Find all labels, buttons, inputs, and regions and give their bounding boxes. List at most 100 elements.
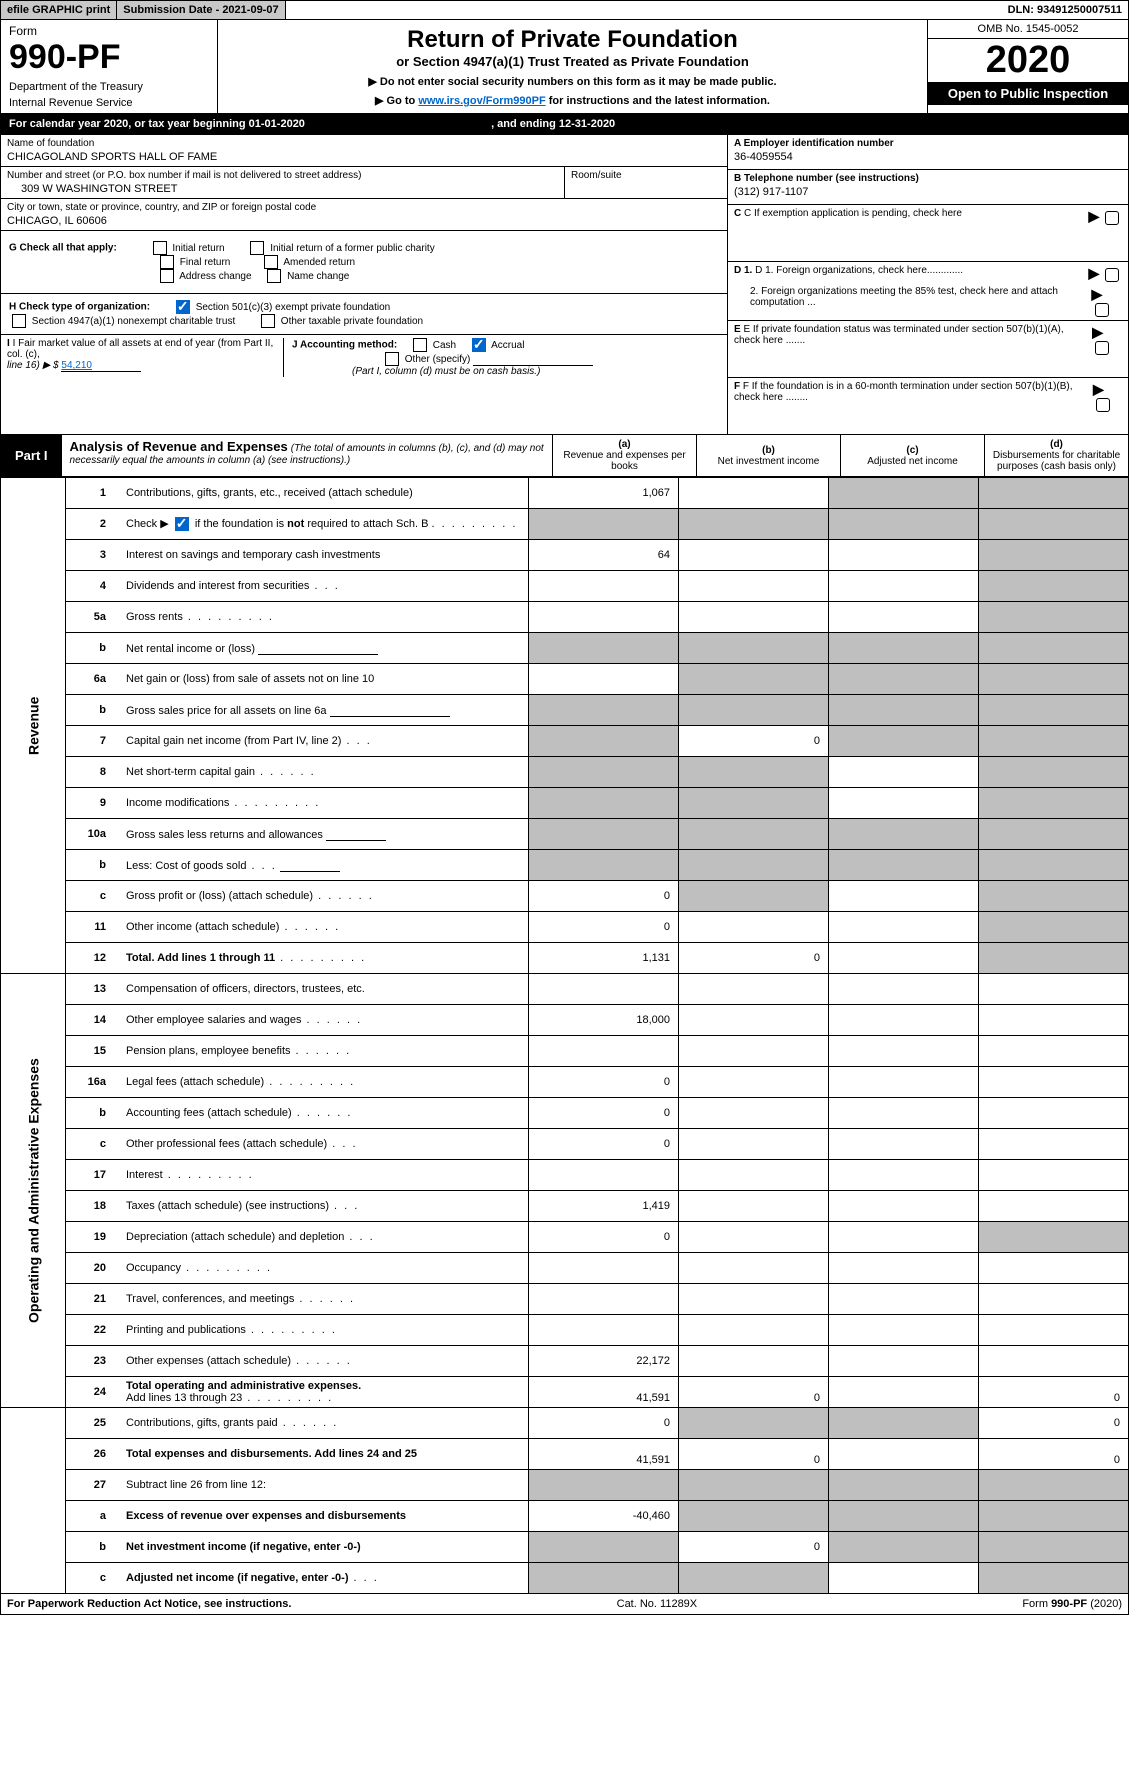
form-subtitle: or Section 4947(a)(1) Trust Treated as P… xyxy=(228,54,917,69)
section-h: H Check type of organization: Section 50… xyxy=(1,294,727,335)
num-25: 25 xyxy=(66,1408,121,1439)
desc-16c: Other professional fees (attach schedule… xyxy=(120,1129,529,1160)
desc5b-txt: Net rental income or (loss) xyxy=(126,643,255,655)
desc-27b: Net investment income (if negative, ente… xyxy=(120,1532,529,1563)
form-id-block: Form 990-PF Department of the Treasury I… xyxy=(1,20,218,113)
section-g: G Check all that apply: Initial return I… xyxy=(1,231,727,294)
desc-27: Subtract line 26 from line 12: xyxy=(120,1470,529,1501)
val-14c xyxy=(829,1005,979,1036)
val-6a-a xyxy=(529,664,679,695)
val-1c xyxy=(829,478,979,509)
val-6b-a xyxy=(529,695,679,726)
cal-begin: 01-01-2020 xyxy=(249,118,305,130)
num-23: 23 xyxy=(66,1346,121,1377)
desc-27c: Adjusted net income (if negative, enter … xyxy=(120,1563,529,1594)
chk-c[interactable] xyxy=(1105,211,1119,225)
val-18c xyxy=(829,1191,979,1222)
chk-501c3[interactable] xyxy=(176,300,190,314)
f-label: F If the foundation is in a 60-month ter… xyxy=(734,381,1073,403)
ein-label: A Employer identification number xyxy=(734,138,1122,149)
cal-end: 12-31-2020 xyxy=(559,118,615,130)
desc-3: Interest on savings and temporary cash i… xyxy=(120,540,529,571)
phone-label: B Telephone number (see instructions) xyxy=(734,173,1122,184)
efile-print-button[interactable]: efile GRAPHIC print xyxy=(1,1,117,19)
val-5a-a xyxy=(529,602,679,633)
col-d-b: (d) xyxy=(989,439,1124,450)
val-24c xyxy=(829,1377,979,1408)
chk-d2[interactable] xyxy=(1095,303,1109,317)
val-3b xyxy=(679,540,829,571)
blank-vlabel xyxy=(1,1408,66,1594)
row-21: 21 Travel, conferences, and meetings xyxy=(1,1284,1129,1315)
fmv-value[interactable]: 54,210 xyxy=(61,360,92,371)
chk-f[interactable] xyxy=(1096,398,1110,412)
instr-goto: ▶ Go to www.irs.gov/Form990PF for instru… xyxy=(228,94,917,107)
city-value: CHICAGO, IL 60606 xyxy=(7,213,721,227)
submission-date-button[interactable]: Submission Date - 2021-09-07 xyxy=(117,1,285,19)
chk-4947a1[interactable] xyxy=(12,314,26,328)
chk-other-taxable[interactable] xyxy=(261,314,275,328)
cal-mid: , and ending xyxy=(491,118,559,130)
desc-22: Printing and publications xyxy=(120,1315,529,1346)
expenses-vlabel: Operating and Administrative Expenses xyxy=(1,974,66,1408)
desc-8: Net short-term capital gain xyxy=(120,757,529,788)
chk-address-change[interactable] xyxy=(160,269,174,283)
col-c-head: (c)Adjusted net income xyxy=(841,435,985,476)
val-8b xyxy=(679,757,829,788)
val-21b xyxy=(679,1284,829,1315)
row-1: Revenue 1 Contributions, gifts, grants, … xyxy=(1,478,1129,509)
i-label2: line 16) ▶ $ xyxy=(7,360,59,371)
phone-value: (312) 917-1107 xyxy=(734,184,1122,198)
desc-26: Total expenses and disbursements. Add li… xyxy=(120,1439,529,1470)
d2-label: 2. Foreign organizations meeting the 85%… xyxy=(734,286,1092,317)
opt-initial-former: Initial return of a former public charit… xyxy=(270,243,435,254)
section-i-j: I I Fair market value of all assets at e… xyxy=(1,335,727,380)
chk-other-method[interactable] xyxy=(385,352,399,366)
num-16b: b xyxy=(66,1098,121,1129)
chk-name-change[interactable] xyxy=(267,269,281,283)
chk-sch-b[interactable] xyxy=(175,517,189,531)
chk-accrual[interactable] xyxy=(472,338,486,352)
row-13: Operating and Administrative Expenses 13… xyxy=(1,974,1129,1005)
row-17: 17 Interest xyxy=(1,1160,1129,1191)
val-16a-d xyxy=(979,1067,1129,1098)
val-14d xyxy=(979,1005,1129,1036)
opt-501c3: Section 501(c)(3) exempt private foundat… xyxy=(196,302,391,313)
num-7: 7 xyxy=(66,726,121,757)
val-10b-d xyxy=(979,850,1129,881)
val-14b xyxy=(679,1005,829,1036)
row-26: 26 Total expenses and disbursements. Add… xyxy=(1,1439,1129,1470)
desc20-txt: Occupancy xyxy=(126,1262,181,1274)
val-1b xyxy=(679,478,829,509)
part1-title: Analysis of Revenue and Expenses xyxy=(70,439,288,454)
chk-cash[interactable] xyxy=(413,338,427,352)
val-27b-a xyxy=(529,1532,679,1563)
form-year-block: OMB No. 1545-0052 2020 Open to Public In… xyxy=(927,20,1128,113)
row-5a: 5a Gross rents xyxy=(1,602,1129,633)
chk-initial-return[interactable] xyxy=(153,241,167,255)
val-9c xyxy=(829,788,979,819)
row-6b: b Gross sales price for all assets on li… xyxy=(1,695,1129,726)
val-9d xyxy=(979,788,1129,819)
room-label: Room/suite xyxy=(571,170,721,181)
tax-year: 2020 xyxy=(928,39,1128,82)
chk-final-return[interactable] xyxy=(160,255,174,269)
num-11: 11 xyxy=(66,912,121,943)
desc21-txt: Travel, conferences, and meetings xyxy=(126,1293,294,1305)
val-23a: 22,172 xyxy=(529,1346,679,1377)
val-21a xyxy=(529,1284,679,1315)
val-11c xyxy=(829,912,979,943)
chk-e[interactable] xyxy=(1095,341,1109,355)
address-label: Number and street (or P.O. box number if… xyxy=(7,170,558,181)
chk-initial-former[interactable] xyxy=(250,241,264,255)
instr-link[interactable]: www.irs.gov/Form990PF xyxy=(418,95,545,107)
chk-d1[interactable] xyxy=(1105,268,1119,282)
d1-label: D 1. Foreign organizations, check here..… xyxy=(755,265,963,276)
val-4c xyxy=(829,571,979,602)
desc-6a: Net gain or (loss) from sale of assets n… xyxy=(120,664,529,695)
val-19b xyxy=(679,1222,829,1253)
room-cell: Room/suite xyxy=(565,167,727,198)
opt-4947a1: Section 4947(a)(1) nonexempt charitable … xyxy=(32,316,235,327)
num-24: 24 xyxy=(66,1377,121,1408)
chk-amended[interactable] xyxy=(264,255,278,269)
